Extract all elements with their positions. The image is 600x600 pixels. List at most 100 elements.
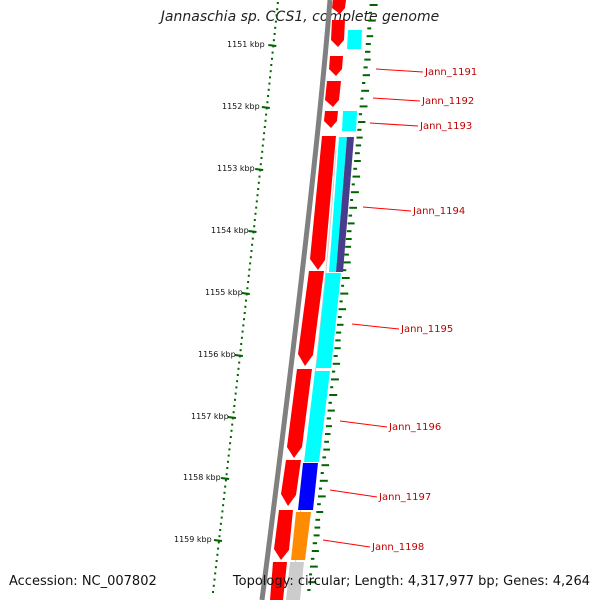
ruler-label-1159: 1159 kbp <box>174 535 212 544</box>
ruler-dot <box>268 82 271 85</box>
gene-label-jann-1192: Jann_1192 <box>421 96 474 107</box>
ruler-dot <box>234 398 236 401</box>
feature-blue <box>298 463 318 510</box>
ruler-dot <box>273 33 276 35</box>
accession-label: Accession: NC_007802 <box>9 574 157 589</box>
gc-tick <box>362 82 366 84</box>
ruler-dot <box>228 448 231 451</box>
ruler-dot <box>212 591 214 593</box>
cds-arrow <box>298 271 324 366</box>
ruler-major-tick <box>261 106 270 109</box>
gene-label-jann-1191: Jann_1191 <box>424 67 477 78</box>
feature-cyan <box>316 273 341 368</box>
gene-label-jann-1196: Jann_1196 <box>388 422 441 433</box>
cds-arrow <box>281 460 301 506</box>
ruler-major-tick <box>227 416 237 419</box>
cds-arrow <box>332 0 346 14</box>
feature-cyan <box>342 111 357 131</box>
gc-tick <box>368 19 376 22</box>
ruler-major-tick <box>213 539 223 542</box>
ruler-dot <box>240 336 243 339</box>
ruler-dot <box>222 498 225 500</box>
gene-labels: Jann_1191 Jann_1192 Jann_1193 Jann_1194 … <box>371 67 477 553</box>
topology-label: Topology: circular; Length: 4,317,977 bp… <box>232 574 590 589</box>
ruler-dot <box>255 206 258 209</box>
ruler-dot <box>248 268 251 271</box>
ruler-major-tick <box>220 477 230 480</box>
ruler-dot <box>259 163 262 166</box>
ruler-dot <box>240 343 243 345</box>
ruler-dot <box>229 436 232 438</box>
ruler-dot <box>231 423 234 426</box>
leader-line <box>339 420 388 428</box>
gc-tick <box>348 214 353 217</box>
cds-arrow <box>310 136 336 270</box>
ruler-dot <box>250 250 253 252</box>
ruler-dot <box>219 529 222 531</box>
cds-arrow <box>270 562 287 600</box>
gc-tick <box>361 89 370 92</box>
feature-cyan <box>329 137 347 272</box>
gc-tick <box>366 35 374 38</box>
ruler-dot <box>220 516 223 519</box>
gc-tick <box>341 277 350 279</box>
gc-tick <box>337 316 342 318</box>
ruler-dot <box>270 64 273 66</box>
gc-tick <box>313 534 320 537</box>
ruler-dot <box>254 212 257 215</box>
ruler-dot <box>216 553 219 556</box>
genome-backbone <box>259 0 333 600</box>
ruler-dot <box>225 473 228 476</box>
ruler-dot <box>265 113 268 116</box>
ruler-dot <box>227 460 229 463</box>
ruler-dot <box>272 39 275 42</box>
inner-gc-ticks <box>307 4 378 591</box>
gc-tick <box>347 222 355 225</box>
gene-label-jann-1193: Jann_1193 <box>419 121 472 132</box>
ruler-dot <box>238 361 241 364</box>
ruler-dot <box>253 219 256 221</box>
gc-tick <box>349 206 357 209</box>
gc-tick <box>334 347 341 350</box>
ruler-dot <box>267 88 270 91</box>
gc-tick <box>358 113 363 116</box>
ruler-dot <box>260 157 263 159</box>
gc-tick <box>351 183 355 186</box>
gc-tick <box>365 50 371 53</box>
ruler-dot <box>223 491 226 494</box>
ruler-dot <box>256 194 259 197</box>
gc-tick <box>332 362 341 365</box>
ruler-major-tick <box>241 292 250 295</box>
gc-tick <box>339 300 343 303</box>
ruler-dot <box>217 547 220 550</box>
gc-tick <box>311 550 319 552</box>
gc-tick <box>330 386 334 389</box>
gc-tick <box>363 66 368 69</box>
feature-indigo <box>336 137 354 272</box>
ruler-dot <box>235 386 238 389</box>
gc-tick <box>323 448 330 451</box>
gene-label-jann-1197: Jann_1197 <box>378 492 431 503</box>
gc-tick <box>310 557 315 560</box>
gc-tick <box>357 128 362 131</box>
ruler-dot <box>251 243 254 246</box>
gc-tick <box>318 487 322 490</box>
feature-cyan <box>347 30 362 49</box>
ruler-major-tick <box>234 354 244 357</box>
gc-tick <box>364 58 371 61</box>
ruler-dot <box>249 262 252 265</box>
gene-label-jann-1194: Jann_1194 <box>412 206 465 217</box>
cds-arrow <box>331 20 345 47</box>
ruler-dot <box>275 14 278 17</box>
ruler-dot <box>276 8 279 11</box>
ruler-label-1153: 1153 kbp <box>217 164 255 173</box>
gc-tick <box>345 245 352 248</box>
ruler-dot <box>261 150 264 153</box>
ruler-label-1155: 1155 kbp <box>205 288 243 297</box>
ruler-dot <box>257 188 260 190</box>
leader-line <box>322 539 371 548</box>
ruler-ticks <box>213 44 277 542</box>
gc-tick <box>368 11 372 14</box>
gc-tick <box>338 308 347 311</box>
